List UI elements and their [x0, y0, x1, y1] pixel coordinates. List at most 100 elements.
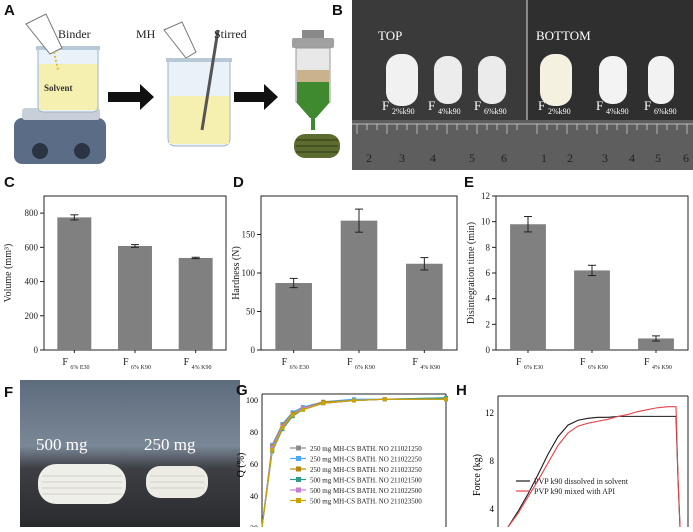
- tablet-labels-bottom: F 2%k90 F 4%k90 F 6%k90: [538, 98, 677, 116]
- panel-d: D 0 50 100 150 Hardness (N) F 6% E30 F 6% K90 F 4%…: [231, 172, 462, 377]
- x-tick-label: F: [282, 357, 288, 368]
- tablet-bottom-4: [599, 56, 627, 104]
- legend-label: 500 mg MH-CS BATH. NO 211023500: [310, 498, 422, 506]
- y-tick-label: 10: [481, 217, 491, 227]
- dissolution-line-chart: Q (%) 100 80 60 40 20 250 mg MH-CS BATH.…: [236, 393, 448, 532]
- bar: [57, 217, 92, 350]
- data-point: [270, 445, 275, 450]
- y-tick-label: 50: [246, 307, 256, 317]
- printed-tablet-stack: [294, 134, 340, 158]
- svg-text:F: F: [382, 98, 389, 113]
- label-500mg: 500 mg: [36, 435, 88, 454]
- data-point: [300, 407, 305, 412]
- svg-text:40: 40: [250, 492, 258, 501]
- panel-label-f: F: [4, 384, 14, 401]
- legend-marker: [296, 498, 301, 503]
- g-yticks: 100 80 60 40 20: [246, 396, 258, 532]
- bar: [510, 224, 546, 350]
- solvent-label: Solvent: [44, 83, 73, 93]
- binder-label: Binder: [58, 27, 91, 41]
- x-tick-label-sub: 6% K90: [588, 365, 608, 371]
- y-axis-label: Hardness (N): [231, 246, 242, 300]
- legend-marker: [296, 466, 301, 472]
- y-tick-label: 400: [25, 277, 39, 287]
- x-tick-label: F: [580, 357, 586, 368]
- beaker-mixing: [163, 21, 232, 147]
- svg-text:3: 3: [602, 151, 608, 165]
- ruler-numbers-right: 1 2 3 4 5 6: [541, 151, 689, 165]
- panel-a: A Solvent Binder: [0, 0, 350, 170]
- arrow-right-icon: [234, 84, 278, 110]
- tablet-labels-top: F 2%k90 F 4%k90 F 6%k90: [382, 98, 507, 116]
- tablet-top-6: [478, 56, 506, 104]
- svg-text:F: F: [538, 98, 545, 113]
- svg-text:2%k90: 2%k90: [392, 107, 415, 116]
- tablet-bottom-2: [540, 54, 572, 106]
- panel-f: F 500 mg 250 mg: [0, 380, 240, 527]
- y-tick-label: 8: [486, 242, 491, 252]
- binder-packet: [25, 13, 63, 71]
- svg-text:2: 2: [567, 151, 573, 165]
- data-point: [280, 425, 285, 430]
- y-tick-label: 6: [486, 268, 491, 278]
- y-tick-label: 12: [481, 191, 490, 201]
- tablet-250mg: [146, 466, 208, 498]
- ruler-numbers-left: 2 3 4 5 6: [366, 151, 507, 165]
- legend-marker: [296, 487, 301, 493]
- panel-label-a: A: [4, 2, 15, 19]
- svg-text:4: 4: [490, 504, 495, 514]
- tablet-size-photo: 500 mg 250 mg: [20, 380, 240, 527]
- svg-text:3: 3: [399, 151, 405, 165]
- bar: [574, 270, 610, 350]
- series-line: [507, 406, 681, 528]
- y-tick-label: 200: [25, 311, 39, 321]
- beaker-solvent: Solvent: [36, 46, 100, 113]
- svg-text:F: F: [428, 98, 435, 113]
- panel-label-e: E: [464, 174, 475, 191]
- svg-text:100: 100: [246, 396, 258, 405]
- svg-text:6%k90: 6%k90: [654, 107, 677, 116]
- legend-label: PVP k90 dissolved in solvent: [534, 477, 629, 486]
- svg-text:F: F: [596, 98, 603, 113]
- tablet-500mg: [38, 464, 126, 504]
- x-tick-label-sub: 6% E30: [290, 365, 309, 371]
- legend-label: 250 mg MH-CS BATH. NO 211021250: [310, 445, 422, 453]
- bar: [118, 245, 152, 350]
- legend-marker: [296, 477, 301, 482]
- ruler-ticks: [356, 124, 688, 134]
- data-point: [352, 398, 356, 403]
- y-tick-label: 4: [486, 294, 491, 304]
- bar: [275, 283, 312, 350]
- x-tick-label-sub: 6% E30: [524, 365, 543, 371]
- data-point: [321, 401, 326, 406]
- bar: [340, 220, 378, 350]
- hot-plate: [14, 108, 106, 164]
- x-tick-label-sub: 4% K90: [192, 365, 212, 371]
- y-tick-label: 800: [25, 208, 39, 218]
- panel-label-d: D: [233, 174, 244, 191]
- y-tick-label: 2: [486, 319, 491, 329]
- x-tick-label-sub: 4% K90: [652, 365, 672, 371]
- force-line-chart: Force (kg) 12 8 4 PVP k90 dissolved in s…: [472, 395, 689, 528]
- svg-text:6: 6: [683, 151, 689, 165]
- legend-marker: [296, 456, 301, 461]
- y-tick-label: 0: [34, 345, 39, 355]
- svg-text:5: 5: [655, 151, 661, 165]
- svg-text:4%k90: 4%k90: [438, 107, 461, 116]
- mh-label: MH: [136, 27, 156, 41]
- x-tick-label-sub: 6% K90: [131, 365, 151, 371]
- bottom-title: BOTTOM: [536, 28, 591, 43]
- h-ylabel: Force (kg): [472, 454, 483, 496]
- bar: [406, 263, 443, 350]
- svg-text:2%k90: 2%k90: [548, 107, 571, 116]
- data-point: [382, 397, 387, 402]
- svg-text:60: 60: [250, 460, 258, 469]
- bar: [638, 338, 674, 350]
- svg-text:6%k90: 6%k90: [484, 107, 507, 116]
- x-tick-label: F: [184, 357, 190, 368]
- bar: [178, 257, 213, 350]
- panel-e: E 0 2 4 6 8 10 12 Disintegration time (min) F 6% …: [462, 172, 693, 377]
- y-tick-label: 600: [25, 242, 39, 252]
